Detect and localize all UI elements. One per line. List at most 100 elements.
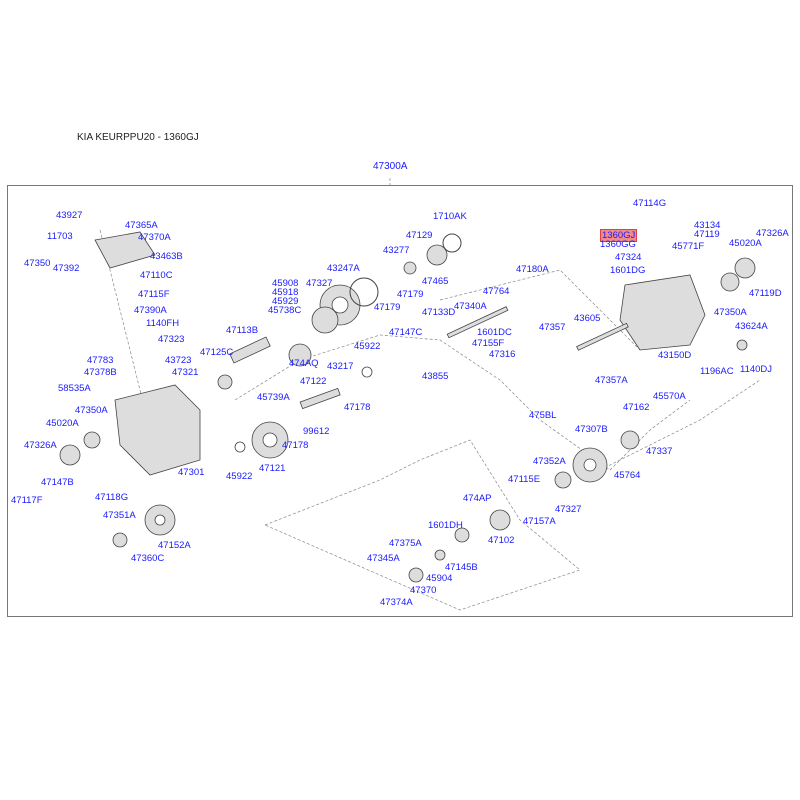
- part-label[interactable]: 47121: [259, 463, 286, 474]
- part-label[interactable]: 99612: [303, 426, 330, 437]
- part-label[interactable]: 47102: [488, 535, 515, 546]
- part-label[interactable]: 47357A: [595, 375, 628, 386]
- part-label[interactable]: 47350A: [75, 405, 108, 416]
- part-label[interactable]: 47370A: [138, 232, 171, 243]
- part-label[interactable]: 47370: [410, 585, 437, 596]
- part-label[interactable]: 45771F: [672, 241, 705, 252]
- part-label[interactable]: 43463B: [150, 251, 183, 262]
- part-label[interactable]: 45922: [226, 471, 253, 482]
- part-label[interactable]: 47114G: [633, 198, 667, 209]
- part-label[interactable]: 47119D: [749, 288, 782, 299]
- part-label[interactable]: 58535A: [58, 383, 91, 394]
- part-label[interactable]: 47326A: [756, 228, 789, 239]
- part-label-highlighted[interactable]: 1360GJ: [600, 229, 638, 242]
- part-label[interactable]: 47327: [555, 504, 582, 515]
- part-label[interactable]: 474AP: [463, 493, 492, 504]
- part-label[interactable]: 45918: [272, 287, 299, 298]
- part-label[interactable]: 47324: [615, 252, 642, 263]
- part-label[interactable]: 47119: [694, 229, 720, 240]
- part-label[interactable]: 47157A: [523, 516, 556, 527]
- part-label[interactable]: 47125C: [200, 347, 234, 358]
- part-label[interactable]: 47129: [406, 230, 433, 241]
- part-label[interactable]: 47352A: [533, 456, 566, 467]
- part-label[interactable]: 43247A: [327, 263, 360, 274]
- part-label[interactable]: 47764: [483, 286, 510, 297]
- part-label[interactable]: 47117F: [11, 495, 43, 506]
- part-label[interactable]: 45020A: [729, 238, 762, 249]
- group-code-label[interactable]: 47300A: [373, 161, 408, 172]
- part-label[interactable]: 47301: [178, 467, 205, 478]
- part-label[interactable]: 1360GG: [600, 239, 636, 250]
- part-label[interactable]: 1140DJ: [740, 364, 773, 375]
- part-label[interactable]: 43134: [694, 220, 721, 231]
- part-label[interactable]: 47326A: [24, 440, 57, 451]
- part-label[interactable]: 47783: [87, 355, 114, 366]
- part-label[interactable]: 47178: [344, 402, 371, 413]
- part-label[interactable]: 45764: [614, 470, 641, 481]
- part-label[interactable]: 45904: [426, 573, 453, 584]
- part-label[interactable]: 47321: [172, 367, 199, 378]
- part-label[interactable]: 47374A: [380, 597, 413, 608]
- part-label[interactable]: 45570A: [653, 391, 686, 402]
- part-label[interactable]: 43150D: [658, 350, 692, 361]
- part-label[interactable]: 475BL: [529, 410, 557, 421]
- part-label[interactable]: 47316: [489, 349, 516, 360]
- part-label[interactable]: 47152A: [158, 540, 191, 551]
- part-label[interactable]: 11703: [47, 231, 73, 242]
- part-label[interactable]: 47323: [158, 334, 185, 345]
- part-label[interactable]: 45738C: [268, 305, 302, 316]
- part-label[interactable]: 43927: [56, 210, 83, 221]
- part-label[interactable]: 47179: [374, 302, 401, 313]
- part-label[interactable]: 47350A: [714, 307, 747, 318]
- part-label[interactable]: 45922: [354, 341, 381, 352]
- part-label[interactable]: 1601DC: [477, 327, 512, 338]
- part-label[interactable]: 47327: [306, 278, 333, 289]
- part-label[interactable]: 47147B: [41, 477, 74, 488]
- part-label[interactable]: 47155F: [472, 338, 505, 349]
- part-label[interactable]: 43217: [327, 361, 354, 372]
- part-label[interactable]: 47110C: [140, 270, 173, 281]
- part-label[interactable]: 47118G: [95, 492, 129, 503]
- part-label[interactable]: 45739A: [257, 392, 290, 403]
- part-label[interactable]: 1196AC: [700, 366, 734, 377]
- part-label[interactable]: 474AQ: [289, 358, 319, 369]
- part-label[interactable]: 47115E: [508, 474, 541, 485]
- part-label[interactable]: 43855: [422, 371, 449, 382]
- part-label[interactable]: 47147C: [389, 327, 423, 338]
- part-label[interactable]: 47365A: [125, 220, 158, 231]
- part-label[interactable]: 47465: [422, 276, 449, 287]
- part-label[interactable]: 47307B: [575, 424, 608, 435]
- part-label[interactable]: 45908: [272, 278, 299, 289]
- part-label[interactable]: 43277: [383, 245, 410, 256]
- part-label[interactable]: 47115F: [138, 289, 170, 300]
- part-label[interactable]: 47392: [53, 263, 80, 274]
- part-label[interactable]: 47162: [623, 402, 650, 413]
- part-label[interactable]: 47375A: [389, 538, 422, 549]
- part-label[interactable]: 47113B: [226, 325, 259, 336]
- part-label[interactable]: 1601DG: [610, 265, 646, 276]
- part-label[interactable]: 47180A: [516, 264, 549, 275]
- part-label[interactable]: 1140FH: [146, 318, 180, 329]
- part-label[interactable]: 47133D: [422, 307, 456, 318]
- part-label[interactable]: 45929: [272, 296, 299, 307]
- part-label[interactable]: 47340A: [454, 301, 487, 312]
- part-label[interactable]: 47178: [282, 440, 309, 451]
- part-label[interactable]: 47360C: [131, 553, 165, 564]
- part-label[interactable]: 47357: [539, 322, 566, 333]
- part-label[interactable]: 45020A: [46, 418, 79, 429]
- part-label[interactable]: 47378B: [84, 367, 117, 378]
- part-label[interactable]: 47122: [300, 376, 327, 387]
- part-label[interactable]: 47350: [24, 258, 51, 269]
- part-label[interactable]: 47351A: [103, 510, 136, 521]
- part-label[interactable]: 1601DH: [428, 520, 463, 531]
- part-label[interactable]: 47390A: [134, 305, 167, 316]
- part-label[interactable]: 43723: [165, 355, 192, 366]
- part-label[interactable]: 43605: [574, 313, 601, 324]
- part-label[interactable]: 47337: [646, 446, 673, 457]
- part-label[interactable]: 1710AK: [433, 211, 467, 222]
- part-label[interactable]: 47345A: [367, 553, 400, 564]
- part-label[interactable]: 47145B: [445, 562, 478, 573]
- part-label[interactable]: 43624A: [735, 321, 768, 332]
- part-label[interactable]: 47179: [397, 289, 424, 300]
